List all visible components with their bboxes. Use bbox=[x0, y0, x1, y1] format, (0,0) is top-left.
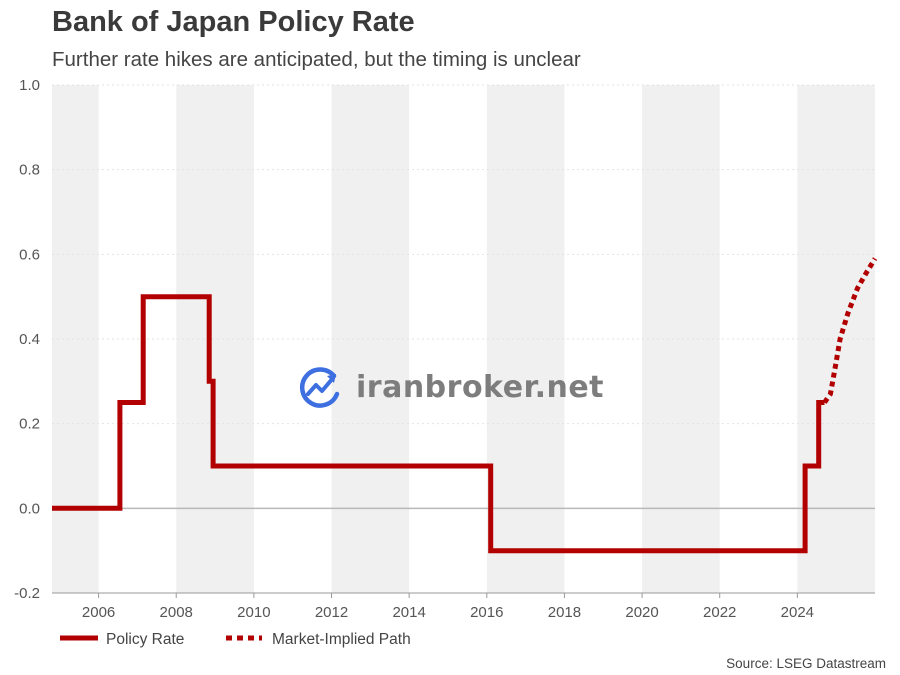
y-tick-label: 0.8 bbox=[19, 162, 40, 179]
y-tick-label: 0.4 bbox=[19, 331, 40, 348]
x-tick-label: 2010 bbox=[237, 604, 270, 621]
legend-label-market-implied: Market-Implied Path bbox=[272, 631, 411, 648]
x-tick-label: 2012 bbox=[315, 604, 348, 621]
watermark-text: iranbroker.net bbox=[356, 369, 605, 405]
x-tick-label: 2018 bbox=[548, 604, 581, 621]
policy-rate-line bbox=[52, 294, 825, 554]
y-axis-ticks: 1.0 0.8 0.6 0.4 0.2 0.0 -0.2 bbox=[14, 77, 40, 602]
trend-logo-icon bbox=[299, 367, 340, 408]
legend: Policy Rate Market-Implied Path bbox=[60, 631, 411, 648]
x-tick-label: 2016 bbox=[470, 604, 503, 621]
legend-label-policy-rate: Policy Rate bbox=[106, 631, 184, 648]
x-tick-label: 2014 bbox=[392, 604, 425, 621]
y-tick-label: 0.6 bbox=[19, 246, 40, 263]
y-tick-label: 0.0 bbox=[19, 500, 40, 517]
x-tick-label: 2006 bbox=[82, 604, 115, 621]
grid-lines bbox=[52, 84, 875, 594]
series-lines bbox=[52, 257, 878, 554]
y-tick-label: 1.0 bbox=[19, 77, 40, 94]
source-note: Source: LSEG Datastream bbox=[726, 656, 886, 671]
chart-title: Bank of Japan Policy Rate bbox=[52, 6, 415, 38]
x-tick-label: 2008 bbox=[160, 604, 193, 621]
market-implied-path-line bbox=[822, 257, 878, 404]
watermark: iranbroker.net bbox=[296, 364, 604, 410]
x-tick-label: 2020 bbox=[625, 604, 658, 621]
x-axis-ticks: 2006 2008 2010 2012 2014 2016 2018 2020 2022 2024 bbox=[52, 592, 875, 621]
chart-subtitle: Further rate hikes are anticipated, but … bbox=[52, 48, 581, 71]
x-tick-label: 2022 bbox=[703, 604, 736, 621]
y-tick-label: -0.2 bbox=[14, 585, 40, 602]
y-tick-label: 0.2 bbox=[19, 416, 40, 433]
x-tick-label: 2024 bbox=[781, 604, 814, 621]
